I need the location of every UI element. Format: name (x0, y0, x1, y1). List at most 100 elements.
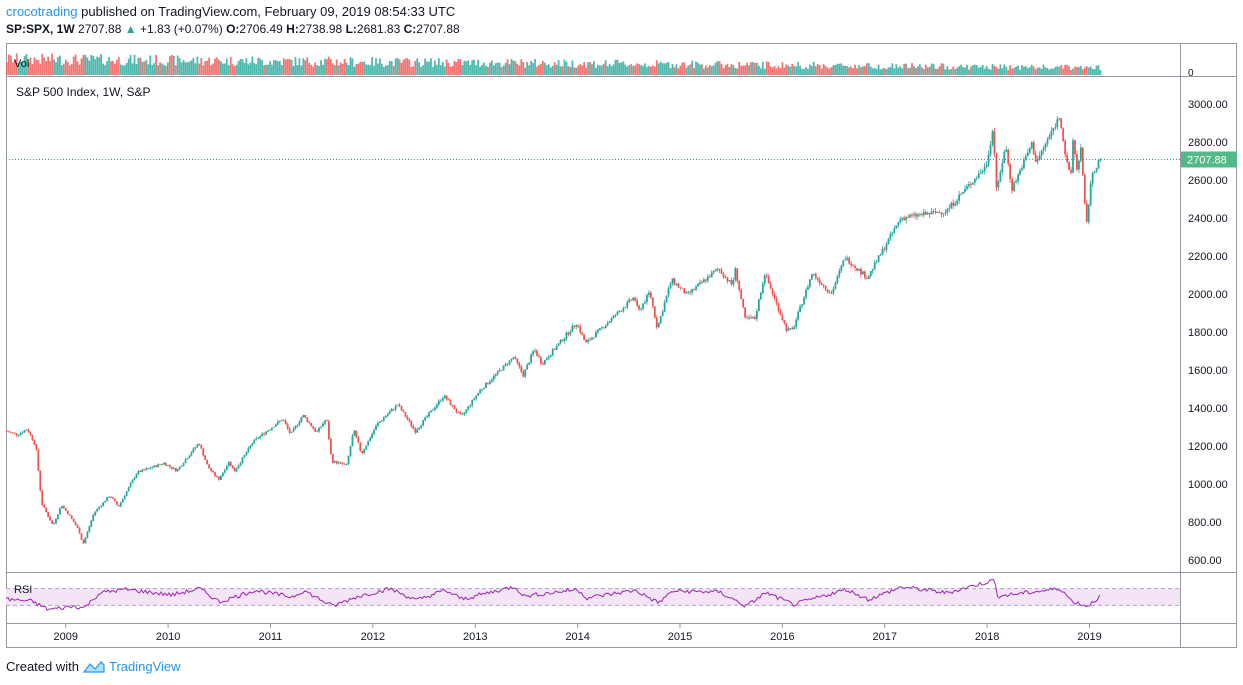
candle-body (646, 294, 648, 302)
volume-bar (867, 63, 870, 75)
candle-body (852, 265, 855, 267)
volume-bar (318, 65, 320, 75)
candle-body (659, 315, 662, 323)
volume-bar (182, 60, 185, 75)
candle-body (848, 257, 851, 264)
volume-bar (137, 57, 140, 75)
candle-body (304, 414, 307, 418)
volume-bar (616, 59, 619, 75)
candle-body (86, 531, 89, 538)
candle-body (1050, 130, 1053, 137)
volume-bar (86, 57, 89, 75)
volume-bar (337, 65, 340, 75)
candle-body (147, 468, 150, 470)
candle-body (1038, 155, 1041, 160)
tradingview-link[interactable]: TradingView (108, 659, 181, 674)
volume-bar (221, 63, 224, 75)
candle-body (1095, 168, 1098, 172)
volume-bar (243, 62, 246, 75)
candle-body (987, 154, 990, 165)
volume-bar (174, 65, 177, 75)
volume-bar (540, 63, 542, 75)
volume-bar (665, 62, 668, 75)
volume-bar (610, 66, 613, 75)
candle-body (1005, 149, 1008, 152)
volume-bar (583, 62, 586, 75)
candle-body (253, 439, 256, 444)
candle-body (163, 462, 165, 465)
volume-axis-label: 0 (1188, 68, 1194, 79)
candle-body (45, 507, 48, 513)
price-tick-label: 1800.00 (1188, 327, 1228, 339)
candle-body (445, 395, 448, 400)
candle-body (21, 432, 24, 434)
volume-bar (278, 60, 281, 75)
volume-bar (119, 64, 122, 75)
candle-body (1091, 172, 1094, 184)
volume-bar (92, 55, 95, 75)
candle-body (166, 465, 169, 467)
volume-bar (1068, 66, 1070, 75)
volume-bar (408, 59, 411, 75)
candle-body (133, 477, 136, 480)
volume-bar (598, 65, 601, 75)
candle-body (818, 279, 821, 284)
candle-body (53, 523, 55, 524)
volume-bar (410, 66, 413, 75)
candle-body (691, 289, 694, 293)
volume-bar (1054, 67, 1057, 75)
volume-bar (253, 62, 256, 75)
candle-body (422, 420, 425, 426)
volume-bar (161, 63, 163, 75)
volume-bar (357, 63, 360, 75)
candle-body (247, 447, 250, 453)
candle-body (113, 498, 116, 502)
volume-bar (1009, 65, 1012, 75)
volume-bar (396, 58, 399, 75)
volume-bar (186, 62, 189, 75)
candle-body (90, 520, 93, 527)
candle-body (877, 255, 880, 262)
candle-body (373, 430, 375, 434)
candle-body (934, 211, 937, 213)
volume-bar (783, 67, 786, 75)
volume-bar (166, 62, 169, 75)
volume-bar (667, 61, 670, 75)
candle-body (648, 292, 650, 295)
volume-bar (106, 61, 108, 75)
candle-body (991, 131, 994, 145)
candle-body (437, 400, 440, 405)
candle-body (1097, 159, 1100, 169)
candle-body (948, 207, 951, 209)
candle-body (918, 214, 921, 215)
candle-body (557, 343, 560, 346)
volume-bar (887, 67, 890, 75)
volume-bar (163, 64, 165, 75)
candle-body (39, 470, 42, 491)
candle-body (626, 301, 629, 308)
volume-bar (600, 65, 603, 75)
candle-body (145, 468, 148, 470)
volume-bar (247, 64, 250, 75)
volume-bar (683, 62, 686, 75)
candle-body (80, 533, 83, 540)
volume-bar (642, 65, 644, 75)
candle-body (1021, 168, 1023, 171)
candle-body (858, 268, 860, 271)
candle-body (567, 332, 570, 335)
volume-bar (881, 68, 884, 75)
candle-body (1011, 179, 1014, 191)
volume-bar (424, 58, 426, 75)
volume-bar (640, 65, 642, 75)
candle-body (51, 520, 53, 524)
candle-body (388, 411, 391, 414)
candle-body (439, 400, 442, 402)
volume-bar (1058, 66, 1061, 75)
volume-bar (596, 64, 599, 75)
volume-bar (487, 66, 489, 75)
candle-body (885, 244, 888, 250)
candle-body (481, 389, 483, 390)
candle-body (512, 357, 515, 359)
author-link[interactable]: crocotrading (6, 4, 78, 19)
